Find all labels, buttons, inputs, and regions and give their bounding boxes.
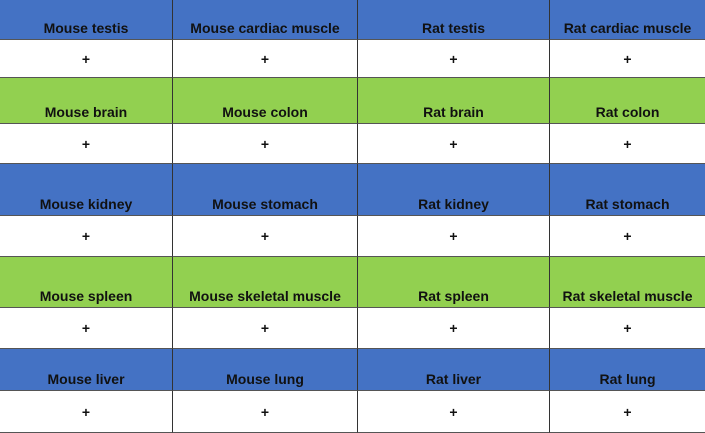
detection-mark: + bbox=[358, 124, 550, 164]
detection-mark: + bbox=[550, 124, 705, 164]
detection-mark: + bbox=[550, 216, 705, 257]
detection-mark: + bbox=[358, 391, 550, 433]
tissue-header: Mouse spleen bbox=[0, 257, 173, 308]
detection-mark: + bbox=[173, 124, 358, 164]
tissue-header: Rat testis bbox=[358, 0, 550, 40]
detection-mark: + bbox=[0, 124, 173, 164]
tissue-header: Rat skeletal muscle bbox=[550, 257, 705, 308]
detection-mark: + bbox=[0, 216, 173, 257]
detection-mark: + bbox=[550, 308, 705, 349]
detection-mark: + bbox=[173, 391, 358, 433]
tissue-header: Rat lung bbox=[550, 349, 705, 391]
detection-mark: + bbox=[358, 40, 550, 78]
tissue-header: Rat colon bbox=[550, 78, 705, 124]
tissue-header: Rat stomach bbox=[550, 164, 705, 216]
tissue-header: Mouse skeletal muscle bbox=[173, 257, 358, 308]
detection-mark: + bbox=[0, 391, 173, 433]
detection-mark: + bbox=[0, 40, 173, 78]
tissue-header: Mouse testis bbox=[0, 0, 173, 40]
detection-mark: + bbox=[358, 216, 550, 257]
tissue-header: Mouse stomach bbox=[173, 164, 358, 216]
tissue-header: Rat spleen bbox=[358, 257, 550, 308]
tissue-header: Mouse cardiac muscle bbox=[173, 0, 358, 40]
tissue-header: Mouse colon bbox=[173, 78, 358, 124]
detection-mark: + bbox=[173, 308, 358, 349]
detection-mark: + bbox=[173, 40, 358, 78]
tissue-header: Rat cardiac muscle bbox=[550, 0, 705, 40]
tissue-header: Mouse lung bbox=[173, 349, 358, 391]
tissue-header: Mouse kidney bbox=[0, 164, 173, 216]
tissue-header: Mouse brain bbox=[0, 78, 173, 124]
tissue-header: Mouse liver bbox=[0, 349, 173, 391]
detection-mark: + bbox=[550, 391, 705, 433]
detection-mark: + bbox=[173, 216, 358, 257]
detection-mark: + bbox=[550, 40, 705, 78]
tissue-header: Rat kidney bbox=[358, 164, 550, 216]
tissue-header: Rat brain bbox=[358, 78, 550, 124]
tissue-header: Rat liver bbox=[358, 349, 550, 391]
detection-mark: + bbox=[0, 308, 173, 349]
detection-mark: + bbox=[358, 308, 550, 349]
